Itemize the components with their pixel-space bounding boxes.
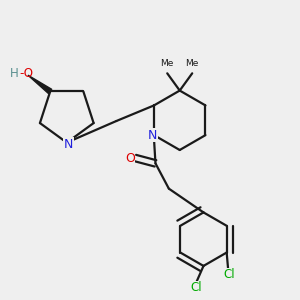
Text: Me: Me — [160, 59, 174, 68]
Text: Cl: Cl — [223, 268, 235, 281]
Text: O: O — [125, 152, 135, 164]
Text: Me: Me — [185, 59, 199, 68]
Text: N: N — [64, 138, 73, 151]
Polygon shape — [28, 75, 52, 94]
Text: -O: -O — [20, 67, 33, 80]
Text: Cl: Cl — [190, 281, 202, 294]
Text: H: H — [10, 67, 19, 80]
Text: N: N — [148, 129, 157, 142]
